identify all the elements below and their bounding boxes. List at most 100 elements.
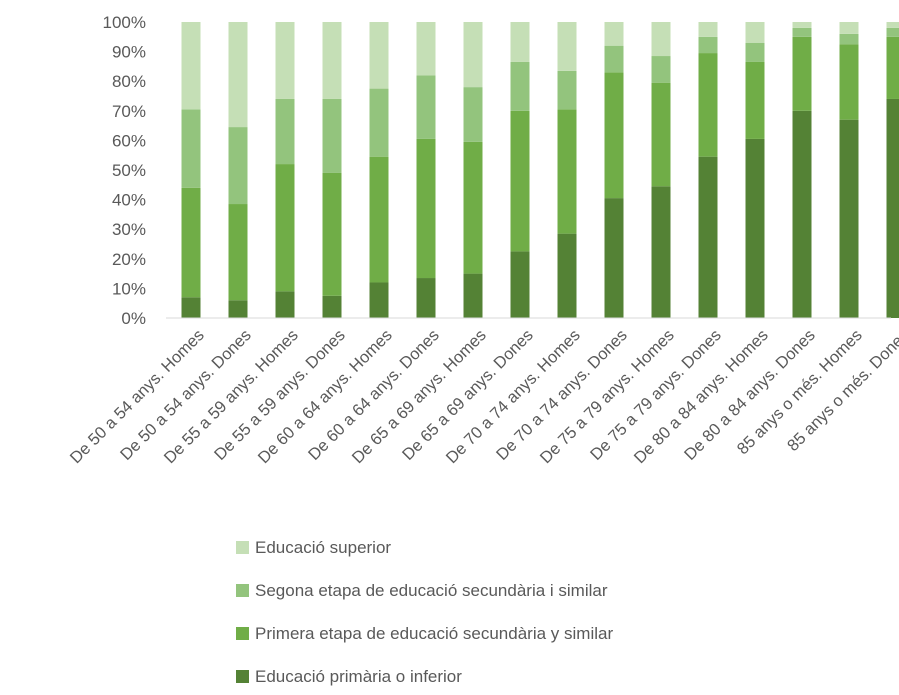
y-axis: 0% 10% 20% 30% 40% 50% 60% 70% 80% 90% 100% bbox=[103, 13, 146, 328]
bar-stack bbox=[463, 22, 483, 318]
bar-stack bbox=[275, 22, 295, 318]
bar-segment bbox=[557, 109, 577, 234]
bar-segment bbox=[416, 75, 436, 139]
legend-swatch bbox=[236, 627, 249, 640]
y-tick-label: 70% bbox=[112, 102, 146, 121]
legend-label: Educació primària o inferior bbox=[255, 667, 462, 686]
legend-swatch bbox=[236, 670, 249, 683]
y-tick-label: 30% bbox=[112, 220, 146, 239]
bar-segment bbox=[792, 22, 812, 28]
y-tick-label: 100% bbox=[103, 13, 146, 32]
bar-segment bbox=[792, 27, 812, 37]
bar-segment bbox=[463, 273, 483, 318]
bar-segment bbox=[651, 82, 671, 187]
bar-stack bbox=[792, 22, 812, 318]
bar-segment bbox=[369, 22, 389, 89]
y-tick-label: 90% bbox=[112, 43, 146, 62]
bar-segment bbox=[745, 61, 765, 139]
bar-segment bbox=[181, 22, 201, 110]
bar-segment bbox=[651, 186, 671, 318]
bar-segment bbox=[604, 45, 624, 73]
bar-segment bbox=[604, 22, 624, 46]
bar-segment bbox=[416, 22, 436, 76]
bar-segment bbox=[651, 22, 671, 57]
bar-stack bbox=[839, 22, 859, 319]
bar-segment bbox=[228, 127, 248, 205]
bars bbox=[181, 22, 899, 319]
y-tick-label: 40% bbox=[112, 191, 146, 210]
bar-segment bbox=[322, 22, 342, 99]
bar-segment bbox=[181, 109, 201, 188]
y-tick-label: 20% bbox=[112, 250, 146, 269]
bar-stack bbox=[698, 22, 718, 318]
bar-segment bbox=[839, 33, 859, 45]
bar-segment bbox=[557, 22, 577, 71]
bar-segment bbox=[886, 27, 899, 37]
legend-label: Primera etapa de educació secundària y s… bbox=[255, 624, 614, 643]
bar-segment bbox=[510, 61, 530, 111]
bar-stack bbox=[181, 22, 201, 318]
y-tick-label: 50% bbox=[112, 161, 146, 180]
bar-segment bbox=[228, 204, 248, 301]
bar-segment bbox=[369, 88, 389, 157]
bar-segment bbox=[463, 22, 483, 88]
stacked-bar-chart: 0% 10% 20% 30% 40% 50% 60% 70% 80% 90% 100% De 50 … bbox=[67, 13, 899, 467]
bar-segment bbox=[651, 56, 671, 83]
bar-stack bbox=[557, 22, 577, 318]
bar-stack bbox=[745, 22, 765, 318]
bar-segment bbox=[322, 98, 342, 173]
bar-segment bbox=[510, 22, 530, 62]
bar-segment bbox=[698, 156, 718, 318]
bar-segment bbox=[839, 119, 859, 319]
y-tick-label: 80% bbox=[112, 72, 146, 91]
bar-segment bbox=[369, 282, 389, 318]
bar-segment bbox=[510, 251, 530, 318]
bar-segment bbox=[698, 53, 718, 157]
bar-segment bbox=[463, 141, 483, 274]
bar-segment bbox=[275, 22, 295, 99]
bar-stack bbox=[604, 22, 624, 318]
bar-segment bbox=[839, 22, 859, 34]
y-tick-label: 0% bbox=[121, 309, 146, 328]
bar-stack bbox=[228, 22, 248, 318]
bar-segment bbox=[228, 300, 248, 318]
bar-segment bbox=[416, 138, 436, 279]
bar-stack bbox=[510, 22, 530, 318]
bar-segment bbox=[181, 187, 201, 298]
bar-segment bbox=[745, 22, 765, 43]
bar-segment bbox=[698, 36, 718, 54]
bar-segment bbox=[839, 44, 859, 120]
bar-stack bbox=[416, 22, 436, 318]
bar-segment bbox=[322, 295, 342, 318]
bar-stack bbox=[369, 22, 389, 318]
bar-segment bbox=[510, 110, 530, 252]
bar-stack bbox=[886, 22, 899, 319]
bar-segment bbox=[463, 87, 483, 142]
bar-segment bbox=[322, 172, 342, 296]
bar-segment bbox=[604, 198, 624, 318]
bar-segment bbox=[745, 138, 765, 318]
bar-segment bbox=[886, 98, 899, 319]
bar-segment bbox=[275, 164, 295, 292]
bar-stack bbox=[322, 22, 342, 318]
bar-segment bbox=[228, 22, 248, 128]
bar-segment bbox=[792, 36, 812, 111]
bar-segment bbox=[698, 22, 718, 37]
legend-swatch bbox=[236, 584, 249, 597]
bar-segment bbox=[369, 156, 389, 283]
y-tick-label: 10% bbox=[112, 279, 146, 298]
bar-segment bbox=[557, 70, 577, 110]
bar-segment bbox=[181, 297, 201, 318]
legend-label: Segona etapa de educació secundària i si… bbox=[255, 581, 608, 600]
bar-segment bbox=[745, 42, 765, 62]
legend-label: Educació superior bbox=[255, 538, 392, 557]
bar-segment bbox=[886, 22, 899, 28]
bar-segment bbox=[557, 233, 577, 318]
bar-stack bbox=[651, 22, 671, 318]
y-tick-label: 60% bbox=[112, 131, 146, 150]
bar-segment bbox=[792, 110, 812, 318]
bar-segment bbox=[275, 98, 295, 165]
bar-segment bbox=[886, 36, 899, 99]
legend-swatch bbox=[236, 541, 249, 554]
